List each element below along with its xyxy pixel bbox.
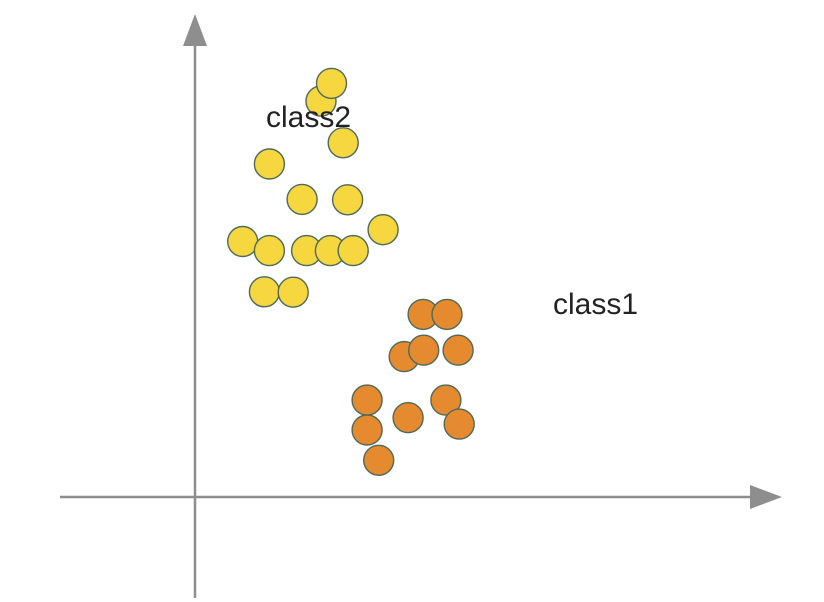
data-points <box>226 67 475 476</box>
point-class2-3 <box>253 148 286 180</box>
point-class2-6 <box>367 213 399 246</box>
series-class1 <box>351 298 475 476</box>
point-class1-6 <box>430 384 462 416</box>
point-class2-4 <box>286 183 318 216</box>
point-class2-8 <box>253 234 286 267</box>
point-class1-4 <box>442 334 474 366</box>
y-axis-arrow-icon <box>183 14 207 46</box>
axes <box>60 14 782 598</box>
point-class2-13 <box>277 276 309 308</box>
point-class2-11 <box>337 234 369 267</box>
x-axis-arrow-icon <box>750 485 782 509</box>
label-class1: class1 <box>553 288 638 321</box>
point-class1-9 <box>351 414 383 446</box>
point-class2-1 <box>315 67 348 100</box>
series-class2 <box>226 67 399 308</box>
point-class2-12 <box>248 276 281 308</box>
point-class2-5 <box>331 184 364 216</box>
point-class1-1 <box>431 298 463 331</box>
point-class1-7 <box>392 402 424 434</box>
point-class1-10 <box>363 444 395 476</box>
point-class2-2 <box>327 127 359 159</box>
point-class1-5 <box>351 384 383 416</box>
series-labels: class2 class1 <box>266 101 638 321</box>
point-class1-3 <box>408 334 440 366</box>
point-class1-8 <box>443 408 475 440</box>
point-class2-7 <box>226 225 259 258</box>
label-class2: class2 <box>266 101 351 134</box>
